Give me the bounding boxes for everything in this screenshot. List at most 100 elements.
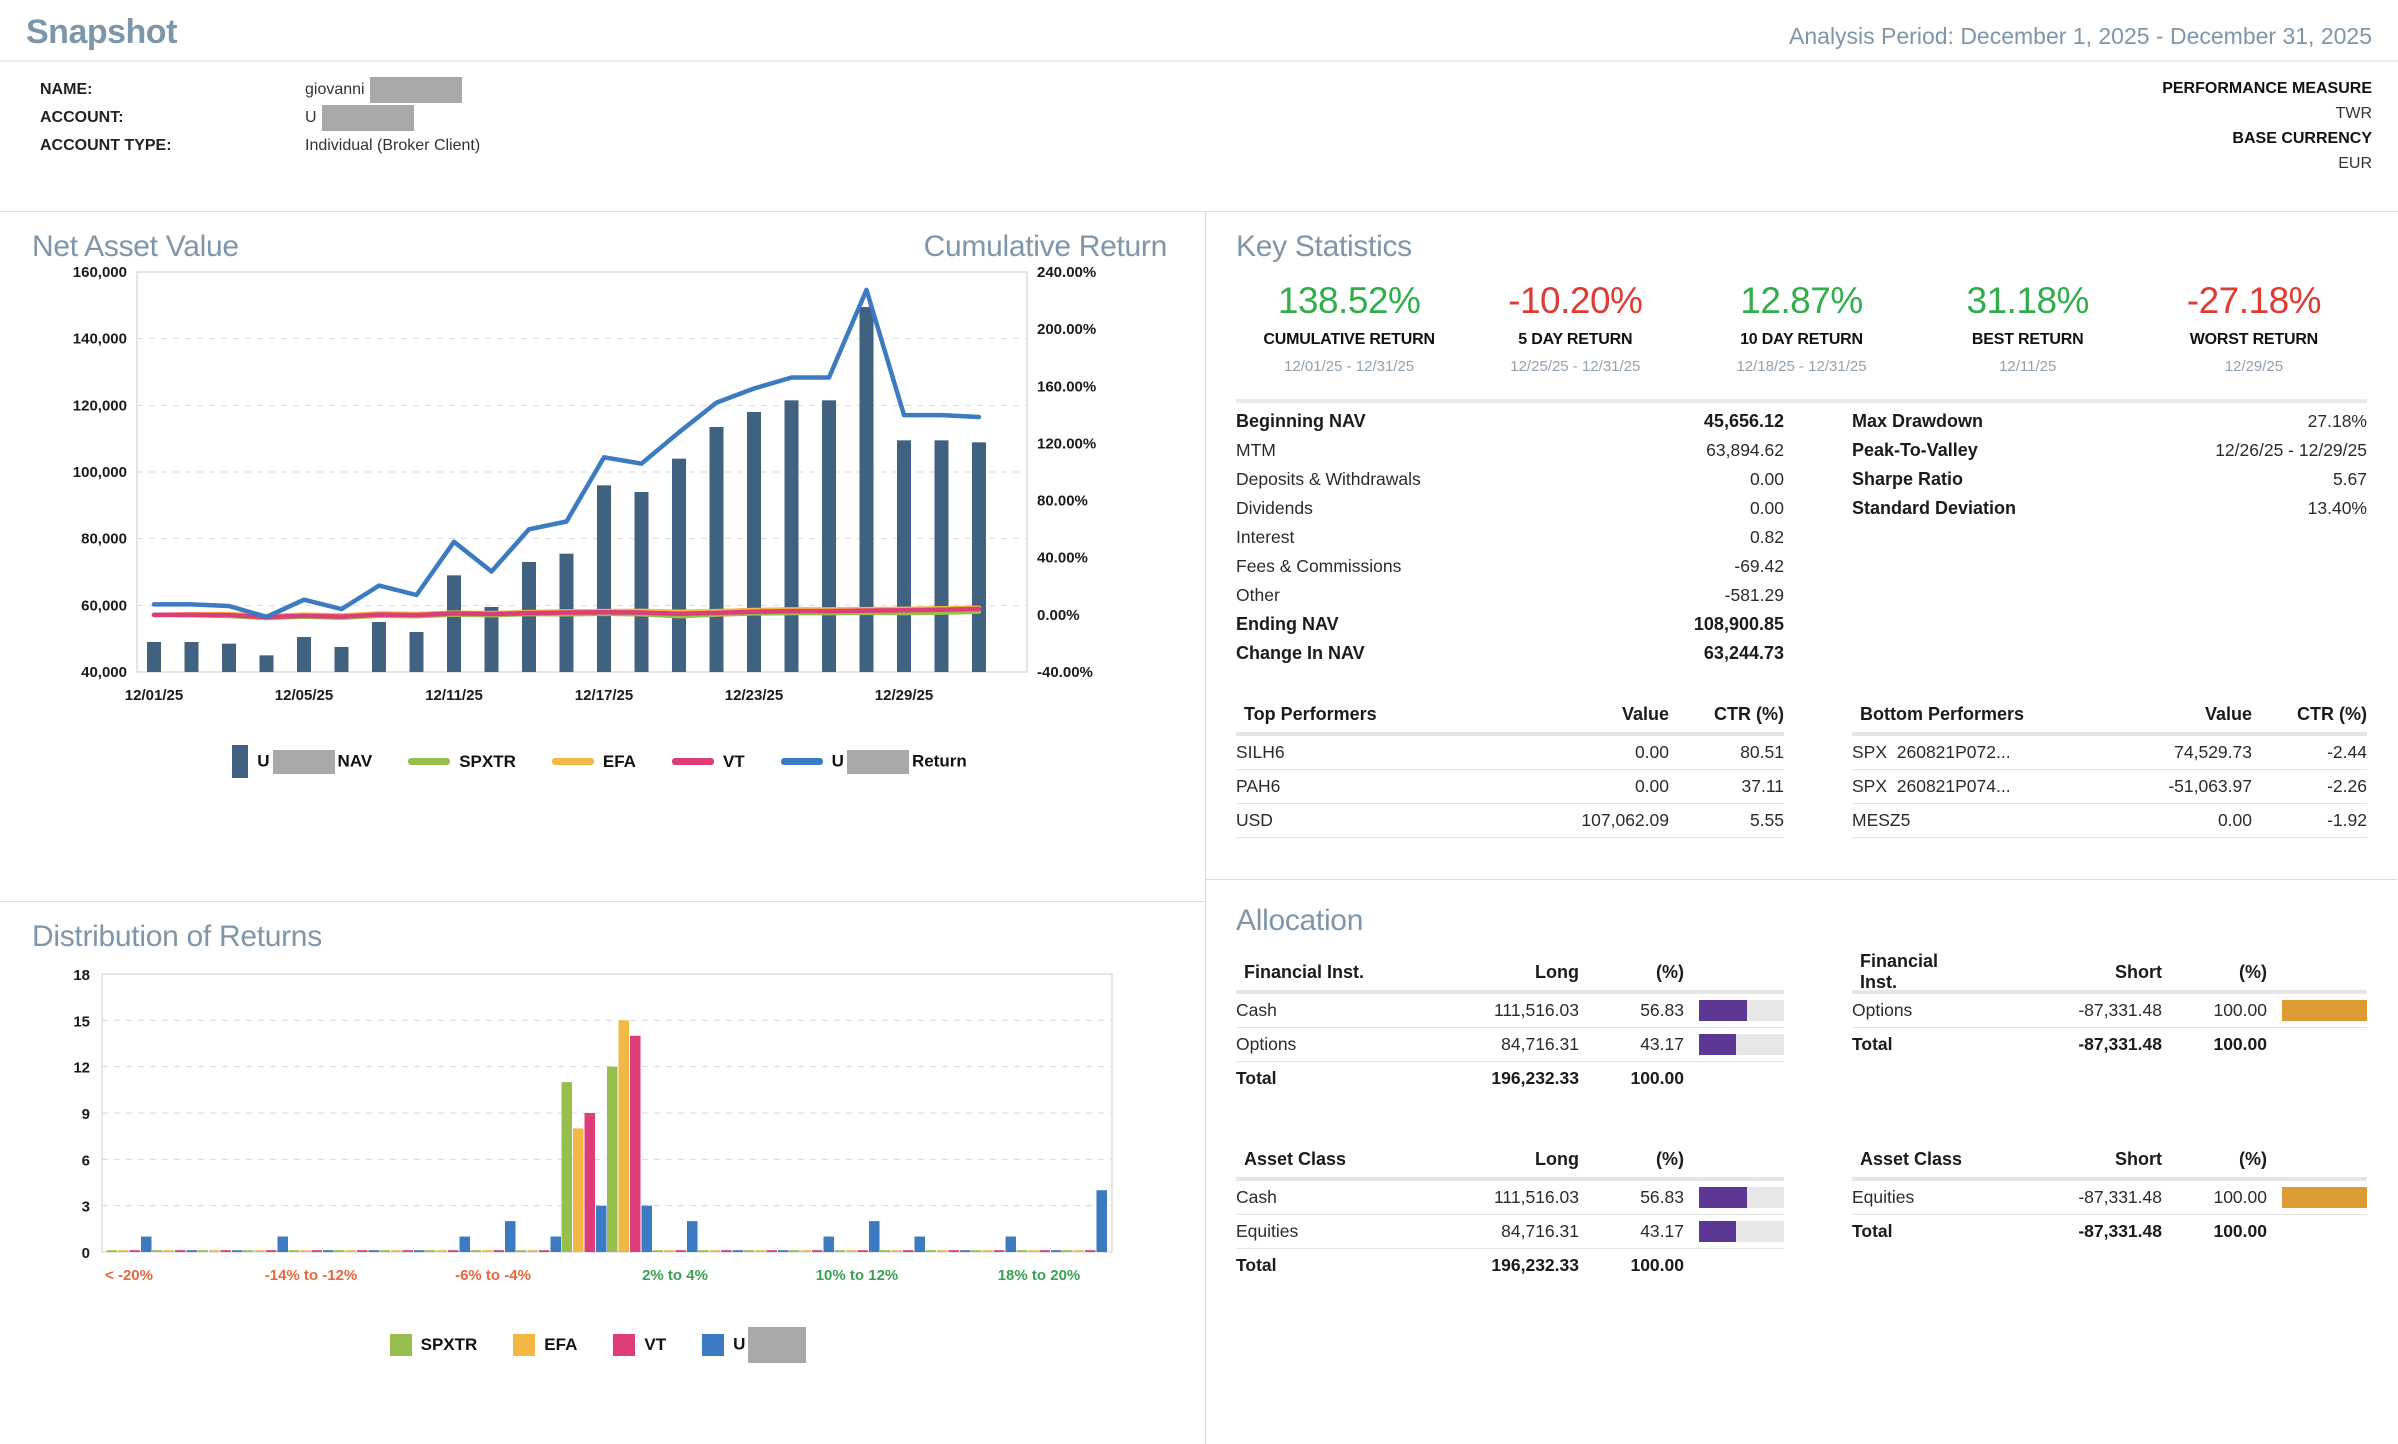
dist-bar-vt bbox=[675, 1250, 686, 1252]
nav-left-axis-tick: 120,000 bbox=[73, 397, 127, 414]
report-parameter-value: TWR bbox=[2335, 105, 2372, 122]
allocation-bar-track bbox=[1699, 1221, 1784, 1242]
dist-bar-u bbox=[641, 1205, 652, 1252]
allocation-bar-track bbox=[1699, 1187, 1784, 1208]
allocation-value: -87,331.48 bbox=[2078, 1000, 2162, 1020]
statistics-row: MTM 63,894.62 bbox=[1236, 436, 1784, 465]
allocation-pct-header: (%) bbox=[1656, 961, 1684, 982]
statistic-label: Other bbox=[1236, 585, 1280, 605]
allocation-total-row: Total 196,232.33 100.00 bbox=[1236, 1062, 1784, 1095]
allocation-side-header: Long bbox=[1535, 1148, 1579, 1169]
statistic-value: 0.00 bbox=[1749, 498, 1784, 518]
allocation-table: Financial Inst. Long (%) Cash 111,516.03 56.8… bbox=[1236, 954, 1784, 1095]
allocation-row: Cash 111,516.03 56.83 bbox=[1236, 1181, 1784, 1215]
statistic-label: Ending NAV bbox=[1236, 614, 1339, 634]
dist-bar-efa bbox=[118, 1250, 129, 1252]
allocation-bar-track bbox=[1699, 1000, 1784, 1021]
statistic-value: 63,244.73 bbox=[1703, 643, 1784, 663]
stat-value: -10.20% bbox=[1508, 280, 1643, 321]
dist-bar-u bbox=[687, 1221, 698, 1252]
allocation-label: Cash bbox=[1236, 1187, 1277, 1207]
dist-bar-u bbox=[368, 1250, 379, 1252]
allocation-row: Equities -87,331.48 100.00 bbox=[1852, 1181, 2367, 1215]
statistic-value: -581.29 bbox=[1724, 585, 1784, 605]
nav-bar bbox=[222, 643, 236, 672]
allocation-bar-fill bbox=[1699, 1221, 1736, 1242]
nav-bar bbox=[747, 412, 761, 672]
stat-label: CUMULATIVE RETURN bbox=[1263, 331, 1435, 348]
nav-x-axis-tick: 12/23/25 bbox=[725, 687, 783, 704]
legend-item: VT bbox=[613, 1334, 666, 1356]
statistic-label: Change In NAV bbox=[1236, 643, 1365, 663]
allocation-label: Options bbox=[1852, 1000, 1913, 1020]
return-line bbox=[151, 287, 982, 620]
nav-bar bbox=[897, 440, 911, 672]
nav-chart-section: Net Asset Value Cumulative Return 160,00… bbox=[0, 212, 1205, 902]
dist-x-axis-tick: -14% to -12% bbox=[265, 1267, 358, 1284]
allocation-total-row: Total -87,331.48 100.00 bbox=[1852, 1215, 2367, 1248]
allocation-bar bbox=[2267, 1000, 2367, 1021]
performer-symbol: USD bbox=[1236, 810, 1273, 830]
allocation-total-pct: 100.00 bbox=[2213, 1034, 2267, 1054]
allocation-total-label: Total bbox=[1852, 1034, 1893, 1054]
allocation-label: Cash bbox=[1236, 1000, 1277, 1020]
statistic-label: Deposits & Withdrawals bbox=[1236, 469, 1421, 489]
allocation-value: 111,516.03 bbox=[1494, 1000, 1579, 1020]
dist-bar-vt bbox=[766, 1250, 777, 1252]
dist-bar-spxtr bbox=[425, 1250, 436, 1252]
statistics-row: Beginning NAV 45,656.12 bbox=[1236, 407, 1784, 436]
dist-y-axis-tick: 15 bbox=[73, 1013, 90, 1030]
allocation-bar-track bbox=[1699, 1034, 1784, 1055]
legend-item: U bbox=[702, 1327, 809, 1363]
statistic-value: 0.00 bbox=[1749, 469, 1784, 489]
dist-bar-u bbox=[505, 1221, 516, 1252]
allocation-side-header: Long bbox=[1535, 961, 1579, 982]
performer-ctr: 80.51 bbox=[1740, 742, 1784, 762]
dist-bar-efa bbox=[573, 1128, 584, 1252]
allocation-bar-track bbox=[2282, 1187, 2367, 1208]
nav-right-axis-tick: 120.00% bbox=[1037, 435, 1096, 452]
dist-bar-efa bbox=[482, 1250, 493, 1252]
dist-bar-spxtr bbox=[152, 1250, 163, 1252]
nav-bar bbox=[672, 458, 686, 672]
dist-bar-efa bbox=[1028, 1250, 1039, 1252]
nav-bar bbox=[334, 647, 349, 672]
dist-bar-efa bbox=[436, 1250, 447, 1252]
performer-value: -51,063.97 bbox=[2168, 776, 2252, 796]
allocation-title: Allocation bbox=[1236, 904, 1364, 937]
performers-value-header: Value bbox=[1621, 703, 1669, 724]
dist-bar-efa bbox=[345, 1250, 356, 1252]
dist-y-axis-tick: 3 bbox=[82, 1199, 90, 1216]
dist-bar-vt bbox=[311, 1250, 322, 1252]
redacted-text bbox=[748, 1327, 807, 1363]
dist-bar-spxtr bbox=[880, 1250, 891, 1252]
dist-bar-efa bbox=[891, 1250, 902, 1252]
nav-right-axis-tick: 40.00% bbox=[1037, 550, 1088, 567]
dist-bar-spxtr bbox=[698, 1250, 709, 1252]
performer-ctr: 5.55 bbox=[1749, 810, 1784, 830]
stat-period: 12/11/25 bbox=[1999, 358, 2057, 375]
dist-bar-spxtr bbox=[197, 1250, 208, 1252]
dist-bar-vt bbox=[175, 1250, 186, 1252]
allocation-bar-track bbox=[2282, 1000, 2367, 1021]
statistic-label: Max Drawdown bbox=[1852, 411, 1984, 431]
allocation-header-row: Financial Inst. Short (%) bbox=[1852, 951, 2367, 994]
dist-bar-vt bbox=[812, 1250, 823, 1252]
legend-swatch-nav bbox=[232, 745, 249, 778]
vt-line bbox=[151, 606, 982, 620]
allocation-pct: 43.17 bbox=[1640, 1221, 1684, 1241]
dist-bar-efa bbox=[254, 1250, 265, 1252]
nav-x-axis-tick: 12/01/25 bbox=[125, 687, 183, 704]
dist-bar-efa bbox=[982, 1250, 993, 1252]
allocation-total-value: -87,331.48 bbox=[2078, 1034, 2162, 1054]
statistic-label: Sharpe Ratio bbox=[1852, 469, 1964, 489]
legend-swatch-efa bbox=[513, 1334, 536, 1356]
dist-bar-vt bbox=[994, 1250, 1005, 1252]
legend-item: U NAV bbox=[232, 745, 372, 778]
dist-bar-u bbox=[277, 1236, 288, 1252]
dist-bar-spxtr bbox=[743, 1250, 754, 1252]
legend-label: SPXTR bbox=[459, 751, 516, 771]
nav-bar bbox=[484, 607, 499, 672]
allocation-value: 111,516.03 bbox=[1494, 1187, 1579, 1207]
allocation-header-row: Financial Inst. Long (%) bbox=[1236, 954, 1784, 994]
